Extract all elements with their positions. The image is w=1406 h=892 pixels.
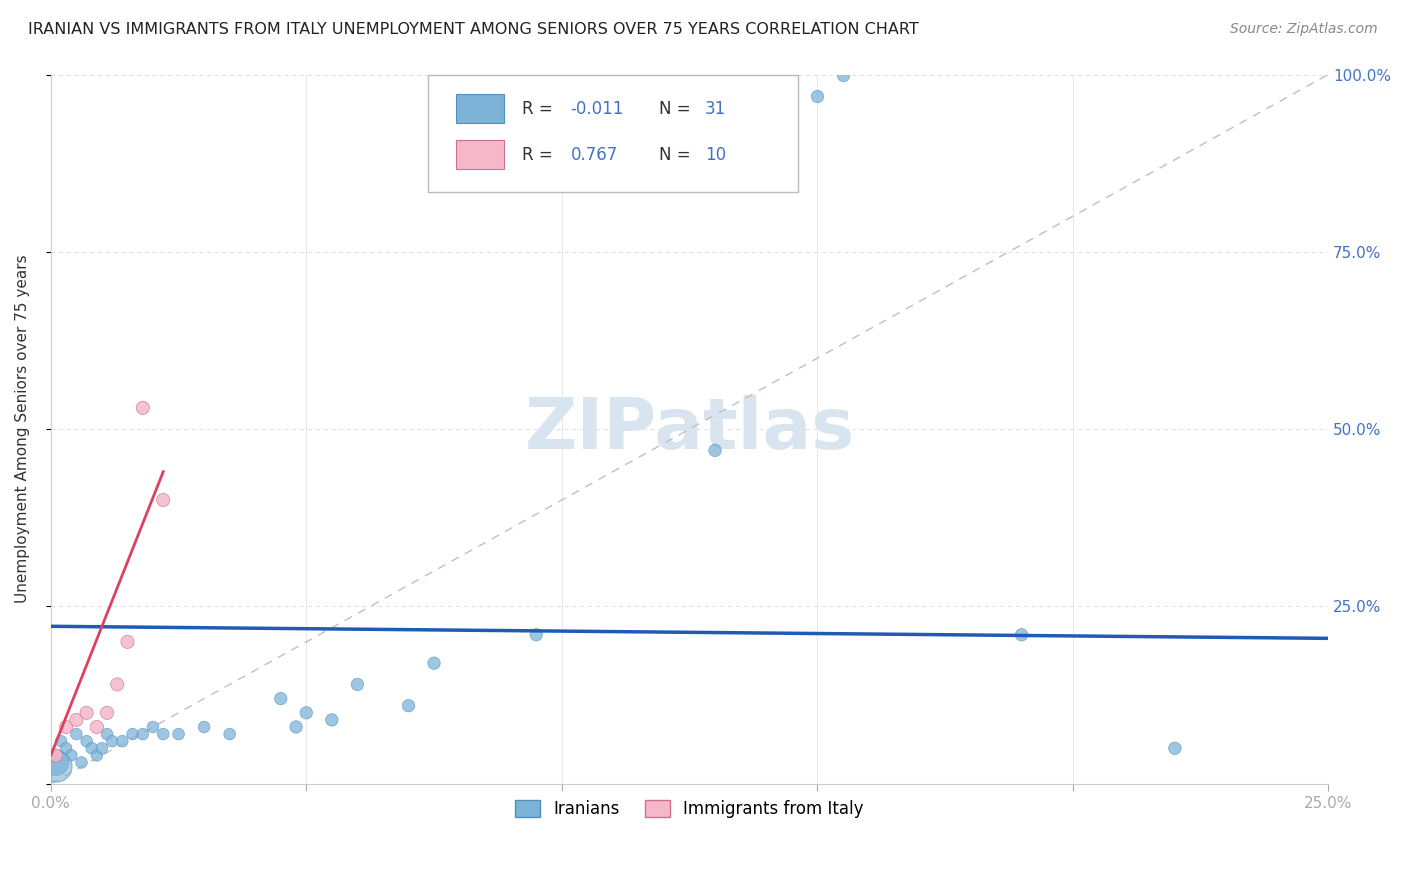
Point [76, 706, 98, 720]
Point [142, 720, 165, 734]
Point [55, 741, 77, 756]
Point [831, 68, 853, 82]
Point [96, 727, 118, 741]
Point [90, 741, 112, 756]
Text: N =: N = [659, 100, 696, 118]
Point [121, 727, 143, 741]
Point [704, 443, 727, 458]
Point [132, 401, 155, 415]
Point [321, 713, 343, 727]
Point [96, 706, 118, 720]
Text: IRANIAN VS IMMIGRANTS FROM ITALY UNEMPLOYMENT AMONG SENIORS OVER 75 YEARS CORREL: IRANIAN VS IMMIGRANTS FROM ITALY UNEMPLO… [28, 22, 920, 37]
Text: R =: R = [522, 145, 558, 163]
Point [218, 727, 240, 741]
Point [524, 628, 547, 642]
Legend: Iranians, Immigrants from Italy: Iranians, Immigrants from Italy [509, 794, 870, 825]
Text: N =: N = [659, 145, 696, 163]
Y-axis label: Unemployment Among Seniors over 75 years: Unemployment Among Seniors over 75 years [15, 255, 30, 604]
Point [152, 493, 174, 508]
Point [70, 756, 93, 770]
Point [76, 734, 98, 748]
Text: 0.767: 0.767 [571, 145, 619, 163]
Point [423, 656, 446, 670]
Text: 10: 10 [704, 145, 725, 163]
Text: ZIPatlas: ZIPatlas [524, 394, 855, 464]
Point [167, 727, 190, 741]
Point [86, 720, 108, 734]
Point [80, 741, 103, 756]
Point [806, 88, 828, 103]
Point [1164, 741, 1187, 756]
Point [270, 691, 292, 706]
Point [398, 698, 420, 713]
Text: 31: 31 [704, 100, 725, 118]
Point [111, 734, 134, 748]
Point [193, 720, 215, 734]
Text: Source: ZipAtlas.com: Source: ZipAtlas.com [1230, 22, 1378, 37]
FancyBboxPatch shape [427, 75, 799, 192]
FancyBboxPatch shape [456, 140, 505, 169]
Text: R =: R = [522, 100, 558, 118]
Point [45, 748, 67, 763]
Point [1011, 628, 1033, 642]
Point [60, 748, 83, 763]
Point [117, 635, 139, 649]
FancyBboxPatch shape [456, 95, 505, 123]
Point [285, 720, 308, 734]
Point [101, 734, 124, 748]
Point [132, 727, 155, 741]
Point [346, 677, 368, 691]
Point [86, 748, 108, 763]
Point [105, 677, 128, 691]
Point [45, 759, 67, 773]
Point [152, 727, 174, 741]
Text: -0.011: -0.011 [571, 100, 624, 118]
Point [295, 706, 318, 720]
Point [49, 734, 72, 748]
Point [55, 720, 77, 734]
Point [45, 756, 67, 770]
Point [65, 713, 87, 727]
Point [65, 727, 87, 741]
